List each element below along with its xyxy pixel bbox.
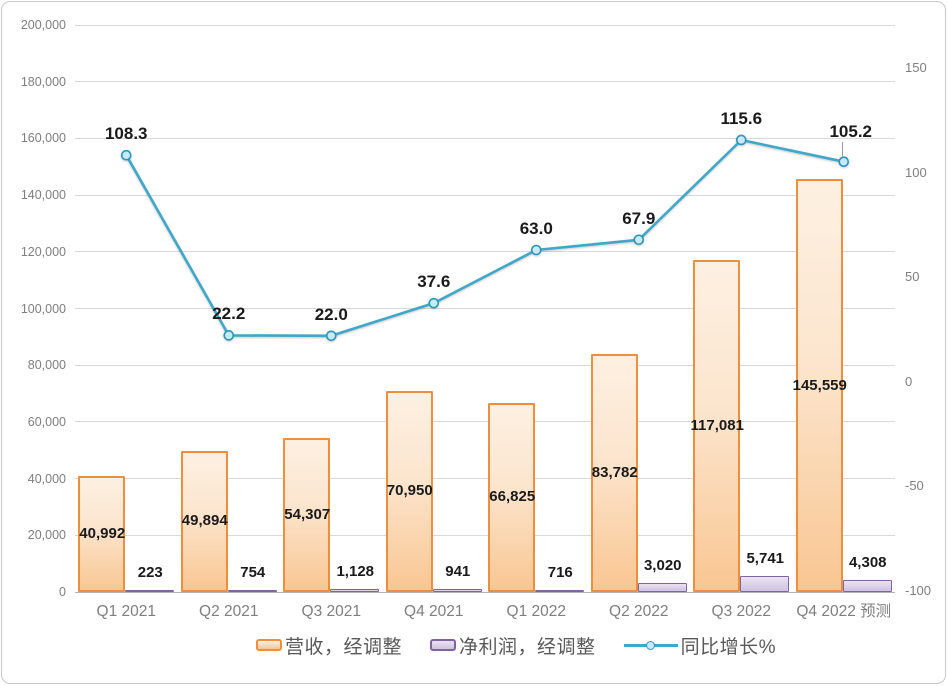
- profit-bar: [740, 575, 790, 592]
- x-axis-label: Q3 2021: [301, 603, 361, 620]
- profit-bar: [432, 589, 482, 592]
- profit-bar-label: 5,741: [746, 549, 785, 567]
- yoy-point-label: 115.6: [720, 108, 763, 128]
- legend-item-profit: 净利润，经调整: [430, 632, 596, 659]
- profit-bar-label: 3,020: [643, 557, 682, 575]
- y2-axis-label: 0: [905, 373, 913, 389]
- revenue-bar-label: 117,081: [690, 417, 744, 435]
- profit-bar-label: 4,308: [848, 553, 887, 571]
- y2-axis-label: -50: [905, 478, 924, 494]
- y-axis-label: 200,000: [20, 18, 66, 32]
- gridline: [75, 194, 895, 196]
- profit-bar: [842, 579, 892, 592]
- profit-bar: [227, 589, 277, 592]
- profit-swatch-icon: [430, 639, 457, 651]
- legend-item-yoy: 同比增长%: [623, 632, 776, 659]
- profit-bar: [637, 583, 687, 592]
- yoy-point-label: 22.2: [212, 304, 246, 324]
- revenue-bar: [283, 438, 331, 592]
- legend-label-profit: 净利润，经调整: [459, 636, 596, 658]
- y2-axis-label: 50: [905, 269, 920, 285]
- legend: 营收，经调整 净利润，经调整 同比增长%: [0, 630, 948, 660]
- yoy-point-label: 108.3: [104, 124, 148, 144]
- profit-bar: [330, 588, 380, 592]
- yoy-point-label: 63.0: [519, 219, 553, 238]
- y-axis-label: 160,000: [20, 131, 66, 146]
- gridline: [75, 534, 895, 536]
- y-axis-label: 80,000: [27, 358, 66, 373]
- y-axis-label: 120,000: [20, 244, 66, 259]
- legend-items: 营收，经调整 净利润，经调整 同比增长%: [256, 632, 776, 659]
- revenue-bar-label: 83,782: [591, 464, 638, 482]
- y-axis-label: 0: [59, 585, 66, 599]
- revenue-bar-label: 49,894: [181, 512, 228, 530]
- revenue-bar-label: 145,559: [792, 376, 847, 394]
- gridline: [75, 24, 895, 26]
- yoy-point-label: 22.0: [314, 304, 348, 324]
- x-axis-label: Q1 2021: [96, 603, 156, 620]
- y2-axis-label: 150: [905, 60, 927, 75]
- yoy-line-swatch-icon: [623, 639, 678, 651]
- label-leader-line: [841, 141, 843, 157]
- x-axis-label: Q2 2021: [199, 603, 259, 620]
- profit-bar: [125, 590, 175, 592]
- legend-item-revenue: 营收，经调整: [256, 632, 402, 659]
- legend-label-revenue: 营收，经调整: [285, 636, 403, 658]
- revenue-swatch-icon: [256, 639, 283, 651]
- yoy-point-label: 105.2: [829, 121, 873, 141]
- yoy-point-label: 67.9: [622, 208, 656, 228]
- y-axis-label: 40,000: [27, 471, 66, 486]
- y-axis-label: 140,000: [20, 188, 66, 203]
- profit-bar-label: 716: [547, 563, 573, 581]
- revenue-bar: [385, 390, 433, 592]
- x-axis-label: Q3 2022: [711, 603, 771, 620]
- y2-axis-label: 100: [905, 164, 927, 180]
- profit-bar-label: 1,128: [336, 562, 375, 580]
- x-axis-label: Q2 2022: [609, 603, 669, 620]
- profit-bar-label: 941: [445, 563, 471, 581]
- y-axis-label: 20,000: [27, 528, 66, 543]
- gridline: [75, 364, 895, 366]
- revenue-bar: [488, 402, 536, 592]
- gridline: [75, 81, 895, 83]
- gridline: [75, 421, 895, 423]
- gridline: [75, 478, 895, 480]
- yoy-point-label: 37.6: [417, 272, 451, 292]
- gridline: [75, 251, 895, 253]
- y-axis-label: 180,000: [20, 74, 66, 89]
- revenue-bar-label: 66,825: [489, 488, 536, 506]
- x-axis-label: Q1 2022: [506, 603, 566, 620]
- y-axis-label: 60,000: [27, 414, 66, 429]
- legend-label-yoy: 同比增长%: [680, 636, 776, 658]
- revenue-bar-label: 70,950: [386, 482, 433, 500]
- revenue-bar-label: 40,992: [79, 524, 126, 542]
- revenue-bar: [78, 475, 126, 592]
- x-axis-label: Q4 2021: [404, 603, 464, 620]
- profit-bar-label: 223: [137, 564, 163, 581]
- y2-axis-label: -100: [905, 583, 932, 598]
- revenue-bar: [590, 354, 638, 592]
- revenue-bar-label: 54,307: [284, 506, 331, 524]
- revenue-bar: [180, 450, 228, 592]
- gridline: [75, 137, 895, 139]
- x-axis-label: Q4 2022 预测: [796, 603, 892, 620]
- profit-bar: [535, 589, 585, 592]
- y-axis-label: 100,000: [20, 301, 66, 316]
- profit-bar-label: 754: [240, 563, 266, 581]
- x-axis-line: [75, 592, 895, 593]
